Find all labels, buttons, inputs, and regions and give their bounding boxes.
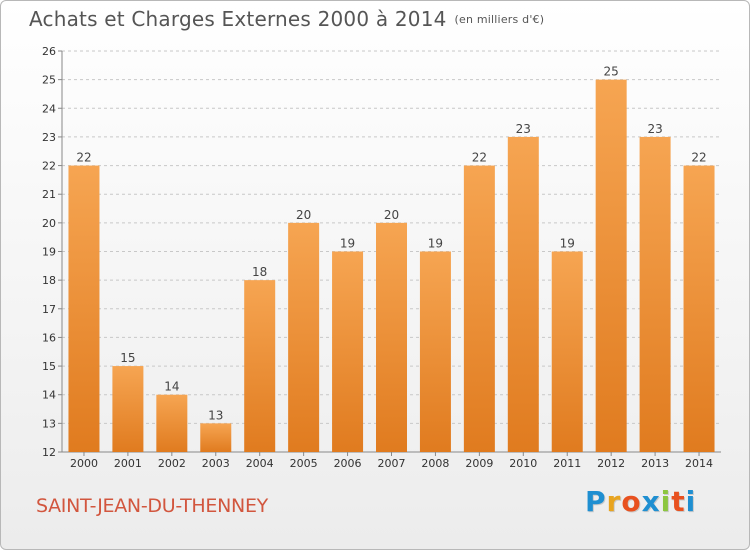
bar-value-label: 22 bbox=[472, 151, 487, 165]
y-tick-label: 25 bbox=[42, 74, 56, 87]
bar bbox=[507, 136, 539, 452]
y-tick-label: 16 bbox=[42, 331, 56, 344]
chart-unit: (en milliers d'€) bbox=[454, 13, 545, 26]
bar bbox=[288, 222, 320, 452]
bar-value-label: 23 bbox=[647, 122, 662, 136]
y-tick-label: 13 bbox=[42, 417, 56, 430]
x-tick-label: 2001 bbox=[114, 457, 142, 470]
bar bbox=[332, 251, 364, 452]
bar bbox=[244, 280, 276, 452]
x-tick-label: 2004 bbox=[246, 457, 274, 470]
y-tick-label: 22 bbox=[42, 160, 56, 173]
logo-letter: t bbox=[671, 485, 686, 518]
y-tick-label: 14 bbox=[42, 389, 56, 402]
logo-letter: r bbox=[606, 485, 622, 518]
x-tick-label: 2014 bbox=[685, 457, 713, 470]
y-tick-label: 17 bbox=[42, 303, 56, 316]
bar-value-label: 22 bbox=[691, 151, 706, 165]
bar bbox=[639, 136, 671, 452]
commune-name: SAINT-JEAN-DU-THENNEY bbox=[36, 495, 268, 517]
chart-title: Achats et Charges Externes 2000 à 2014 (e… bbox=[29, 7, 544, 31]
bar-value-label: 19 bbox=[340, 237, 355, 251]
y-tick-label: 21 bbox=[42, 188, 56, 201]
x-tick-label: 2009 bbox=[465, 457, 493, 470]
y-tick-label: 24 bbox=[42, 102, 56, 115]
proxiti-logo: Proxiti bbox=[585, 485, 696, 518]
y-tick-label: 19 bbox=[42, 246, 56, 259]
bar-value-label: 20 bbox=[296, 208, 311, 222]
bar bbox=[595, 79, 627, 453]
logo-letter: i bbox=[685, 485, 697, 518]
x-tick-label: 2013 bbox=[641, 457, 669, 470]
bar-value-label: 22 bbox=[76, 151, 91, 165]
bar-value-label: 15 bbox=[120, 351, 135, 365]
bar-value-label: 23 bbox=[516, 122, 531, 136]
bar-value-label: 19 bbox=[428, 237, 443, 251]
bar bbox=[419, 251, 451, 452]
bar bbox=[683, 165, 715, 453]
x-tick-label: 2010 bbox=[509, 457, 537, 470]
x-tick-label: 2000 bbox=[70, 457, 98, 470]
bar-value-label: 18 bbox=[252, 265, 267, 279]
bar-value-label: 20 bbox=[384, 208, 399, 222]
bar bbox=[156, 394, 188, 452]
logo-letter: P bbox=[585, 485, 607, 518]
logo-letter: o bbox=[621, 485, 642, 518]
bar bbox=[551, 251, 583, 452]
bar bbox=[112, 366, 144, 452]
x-tick-label: 2011 bbox=[553, 457, 581, 470]
bar-value-label: 25 bbox=[604, 65, 619, 79]
bar-value-label: 13 bbox=[208, 408, 223, 422]
y-tick-label: 20 bbox=[42, 217, 56, 230]
y-tick-label: 18 bbox=[42, 274, 56, 287]
x-tick-label: 2003 bbox=[202, 457, 230, 470]
bar bbox=[200, 423, 232, 452]
x-tick-label: 2006 bbox=[334, 457, 362, 470]
y-tick-label: 15 bbox=[42, 360, 56, 373]
logo-letter: x bbox=[641, 485, 661, 518]
x-tick-label: 2005 bbox=[290, 457, 318, 470]
x-tick-label: 2002 bbox=[158, 457, 186, 470]
x-tick-label: 2008 bbox=[421, 457, 449, 470]
y-tick-label: 26 bbox=[42, 45, 56, 58]
y-tick-label: 23 bbox=[42, 131, 56, 144]
x-tick-label: 2012 bbox=[597, 457, 625, 470]
chart-title-text: Achats et Charges Externes 2000 à 2014 bbox=[29, 7, 447, 31]
y-tick-label: 12 bbox=[42, 446, 56, 459]
bar-value-label: 19 bbox=[560, 237, 575, 251]
bar bbox=[463, 165, 495, 453]
x-tick-label: 2007 bbox=[378, 457, 406, 470]
bar-value-label: 14 bbox=[164, 380, 179, 394]
bar bbox=[376, 222, 407, 452]
bar bbox=[68, 165, 100, 453]
logo-letter: i bbox=[660, 485, 672, 518]
